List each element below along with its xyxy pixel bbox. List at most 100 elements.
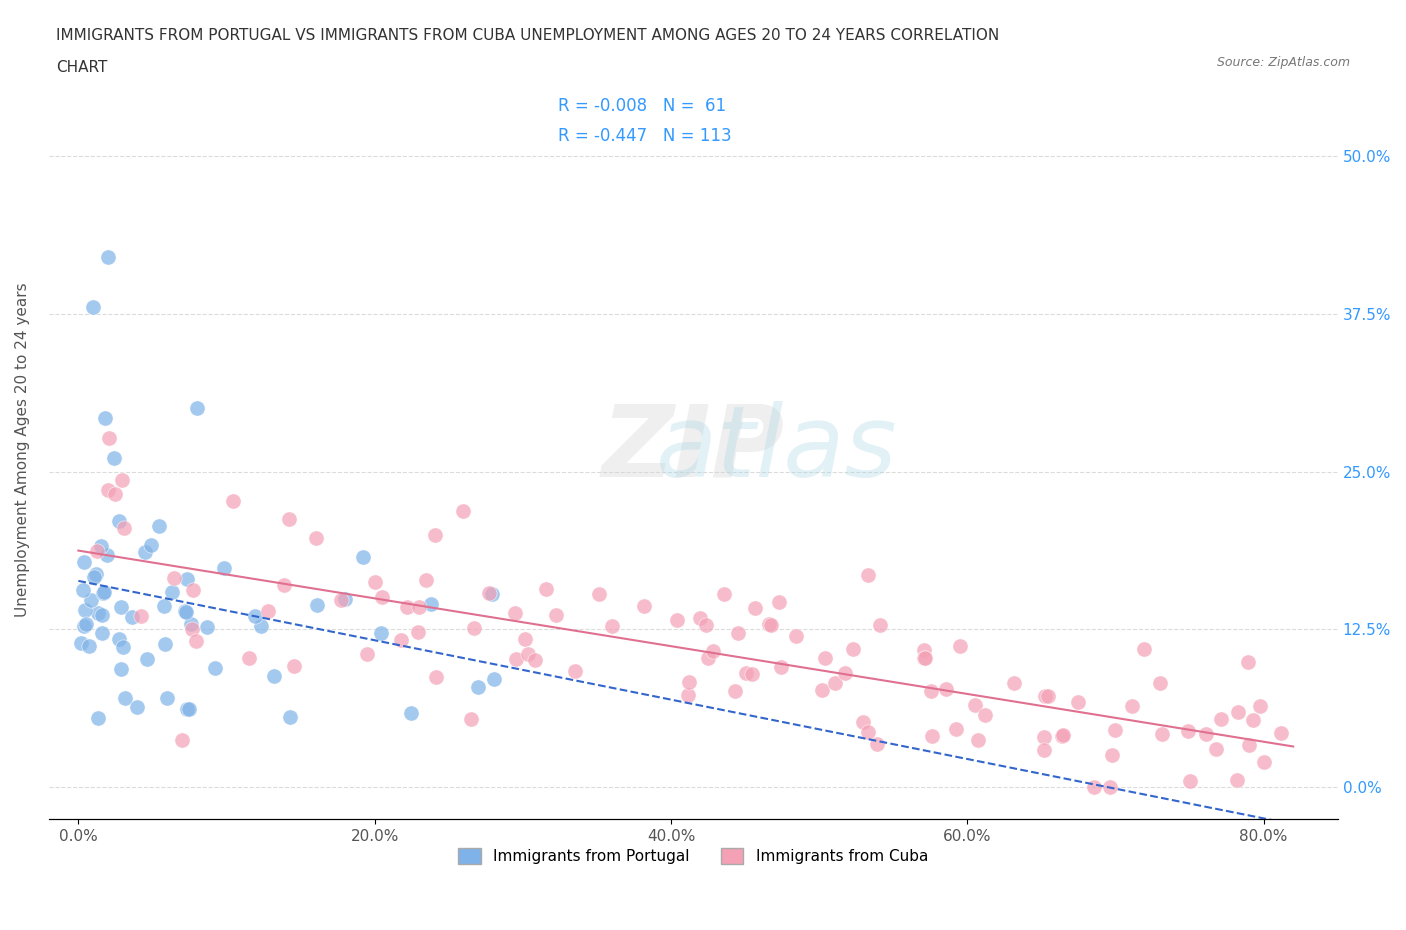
Point: [1121, 698, 1143, 713]
Point: [69, 636, 91, 651]
Point: [222, 494, 245, 509]
Point: [810, 683, 832, 698]
Point: [1241, 712, 1264, 727]
Point: [110, 662, 132, 677]
Point: [834, 665, 856, 680]
Point: [463, 621, 485, 636]
Point: [1149, 675, 1171, 690]
Point: [1050, 729, 1073, 744]
Point: [785, 628, 807, 643]
Text: atlas: atlas: [657, 401, 898, 498]
Point: [1032, 729, 1054, 744]
Point: [179, 702, 201, 717]
Point: [75, 617, 97, 631]
Point: [370, 626, 392, 641]
Point: [111, 473, 134, 488]
Point: [97, 249, 120, 264]
Point: [134, 545, 156, 560]
Point: [245, 608, 267, 623]
Point: [329, 592, 352, 607]
Point: [396, 600, 419, 615]
Point: [90, 538, 112, 553]
Point: [467, 680, 489, 695]
Point: [75, 603, 97, 618]
Point: [415, 573, 437, 588]
Point: [1083, 780, 1105, 795]
Point: [73, 554, 96, 569]
Point: [478, 586, 501, 601]
Point: [1150, 727, 1173, 742]
Point: [744, 601, 766, 616]
Point: [305, 597, 328, 612]
Point: [1177, 724, 1199, 738]
Point: [129, 609, 152, 624]
Point: [912, 651, 935, 666]
Point: [304, 530, 326, 545]
Point: [79, 593, 101, 608]
Point: [505, 651, 527, 666]
Point: [1249, 699, 1271, 714]
Point: [1098, 780, 1121, 795]
Point: [87, 711, 110, 725]
Point: [921, 729, 943, 744]
Text: R = -0.008   N =  61: R = -0.008 N = 61: [558, 97, 725, 115]
Point: [273, 578, 295, 592]
Point: [176, 701, 198, 716]
Point: [1002, 675, 1025, 690]
Point: [84, 566, 107, 581]
Point: [389, 632, 412, 647]
Point: [263, 669, 285, 684]
Point: [112, 521, 135, 536]
Point: [148, 518, 170, 533]
Point: [949, 639, 972, 654]
Point: [600, 618, 623, 633]
Point: [1036, 689, 1059, 704]
Y-axis label: Unemployment Among Ages 20 to 24 years: Unemployment Among Ages 20 to 24 years: [15, 282, 30, 617]
Point: [91, 585, 114, 600]
Point: [180, 617, 202, 631]
Point: [103, 450, 125, 465]
Point: [741, 667, 763, 682]
Point: [912, 643, 935, 658]
Point: [768, 594, 790, 609]
Point: [588, 587, 610, 602]
Point: [181, 583, 204, 598]
Point: [104, 486, 127, 501]
Point: [186, 401, 208, 416]
Point: [93, 584, 115, 599]
Point: [824, 675, 846, 690]
Point: [676, 688, 699, 703]
Point: [1253, 754, 1275, 769]
Point: [111, 640, 134, 655]
Point: [139, 538, 162, 552]
Point: [689, 610, 711, 625]
Point: [114, 690, 136, 705]
Point: [702, 644, 724, 658]
Point: [869, 618, 891, 632]
Point: [108, 631, 131, 646]
Point: [481, 587, 503, 602]
Point: [1033, 688, 1056, 703]
Point: [214, 561, 236, 576]
Point: [1052, 727, 1074, 742]
Point: [963, 698, 986, 712]
Point: [94, 410, 117, 425]
Point: [186, 633, 208, 648]
Point: [195, 620, 218, 635]
Point: [257, 604, 280, 618]
Point: [734, 665, 756, 680]
Point: [399, 706, 422, 721]
Point: [87, 605, 110, 620]
Point: [155, 637, 177, 652]
Text: R = -0.447   N = 113: R = -0.447 N = 113: [558, 126, 731, 144]
Point: [163, 570, 186, 585]
Point: [1270, 725, 1292, 740]
Point: [155, 691, 177, 706]
Point: [517, 646, 540, 661]
Point: [98, 431, 121, 445]
Point: [1066, 694, 1088, 709]
Point: [482, 671, 505, 686]
Point: [371, 589, 394, 604]
Point: [759, 618, 782, 632]
Point: [534, 581, 557, 596]
